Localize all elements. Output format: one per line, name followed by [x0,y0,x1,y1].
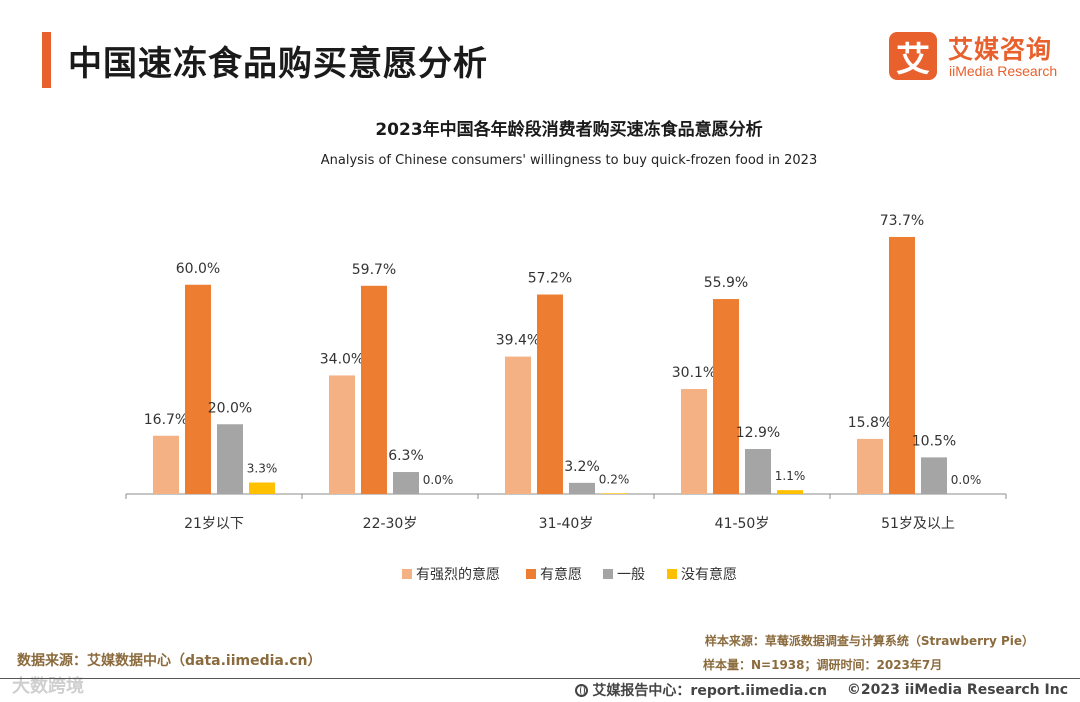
data-label: 39.4% [496,333,540,349]
x-tick-label: 41-50岁 [715,516,770,532]
bar-0 [153,435,179,494]
watermark: 大数跨境 [12,676,84,697]
x-tick-label: 51岁及以上 [881,516,955,532]
data-label: 16.7% [144,412,188,428]
bar-2 [921,457,947,494]
bar-3 [601,493,627,494]
legend-label-3: 没有意愿 [681,566,737,583]
data-label: 20.0% [208,400,252,416]
data-label: 57.2% [528,271,572,287]
x-tick-label: 31-40岁 [539,516,594,532]
bar-3 [249,482,275,494]
sample-source: 样本来源：草莓派数据调查与计算系统（Strawberry Pie） [704,634,1034,648]
bar-2 [745,449,771,494]
legend-swatch-0 [402,569,412,579]
brand-logo: 艾 [889,32,937,80]
bar-1 [889,236,915,494]
report-center-link[interactable]: 艾媒报告中心：report.iimedia.cn [592,683,827,699]
data-label: 1.1% [775,469,806,483]
legend-swatch-3 [667,569,677,579]
x-tick-label: 22-30岁 [363,516,418,532]
chart-title: 2023年中国各年龄段消费者购买速冻食品意愿分析 [375,119,762,140]
data-label: 3.2% [564,459,600,475]
bar-2 [393,472,419,494]
footer-credits: 艾媒报告中心：report.iimedia.cn ©2023 iiMedia R… [575,680,1068,700]
copyright: ©2023 iiMedia Research Inc [846,682,1068,698]
bar-1 [537,294,563,494]
bar-1 [185,284,211,494]
bar-0 [857,438,883,494]
legend-swatch-1 [526,569,536,579]
bar-0 [505,356,531,494]
chart-subtitle: Analysis of Chinese consumers' willingne… [321,153,817,168]
legend-label-1: 有意愿 [540,566,582,583]
data-label: 34.0% [320,351,364,367]
legend-label-0: 有强烈的意愿 [416,566,500,583]
bar-1 [713,299,739,494]
data-source: 数据来源：艾媒数据中心（data.iimedia.cn） [17,653,322,669]
sample-size: 样本量：N=1938；调研时间：2023年7月 [703,658,943,672]
legend-swatch-2 [603,569,613,579]
data-label: 55.9% [704,275,748,291]
bar-0 [681,389,707,494]
data-label: 73.7% [880,213,924,229]
x-tick-label: 21岁以下 [184,516,244,532]
legend-label-2: 一般 [617,567,645,583]
bar-2 [217,424,243,494]
page-title: 中国速冻食品购买意愿分析 [68,44,488,84]
bar-2 [569,482,595,494]
title-accent-bar [42,32,51,88]
brand-name-cn: 艾媒咨询 [948,35,1053,64]
globe-icon [575,683,589,697]
data-label: 12.9% [736,425,780,441]
data-label: 0.2% [599,472,630,486]
data-label: 0.0% [423,473,454,487]
data-label: 10.5% [912,433,956,449]
bar-1 [361,285,387,494]
data-label: 6.3% [388,448,424,464]
footer-divider [0,678,1080,679]
bar-0 [329,375,355,494]
data-label: 30.1% [672,365,716,381]
bar-chart: 2023年中国各年龄段消费者购买速冻食品意愿分析 Analysis of Chin… [125,119,1007,583]
bar-3 [777,490,803,494]
data-label: 60.0% [176,261,220,277]
data-label: 59.7% [352,262,396,278]
data-label: 0.0% [951,473,982,487]
brand-name-en: iiMedia Research [949,63,1058,79]
data-label: 3.3% [247,461,278,475]
data-label: 15.8% [848,415,892,431]
